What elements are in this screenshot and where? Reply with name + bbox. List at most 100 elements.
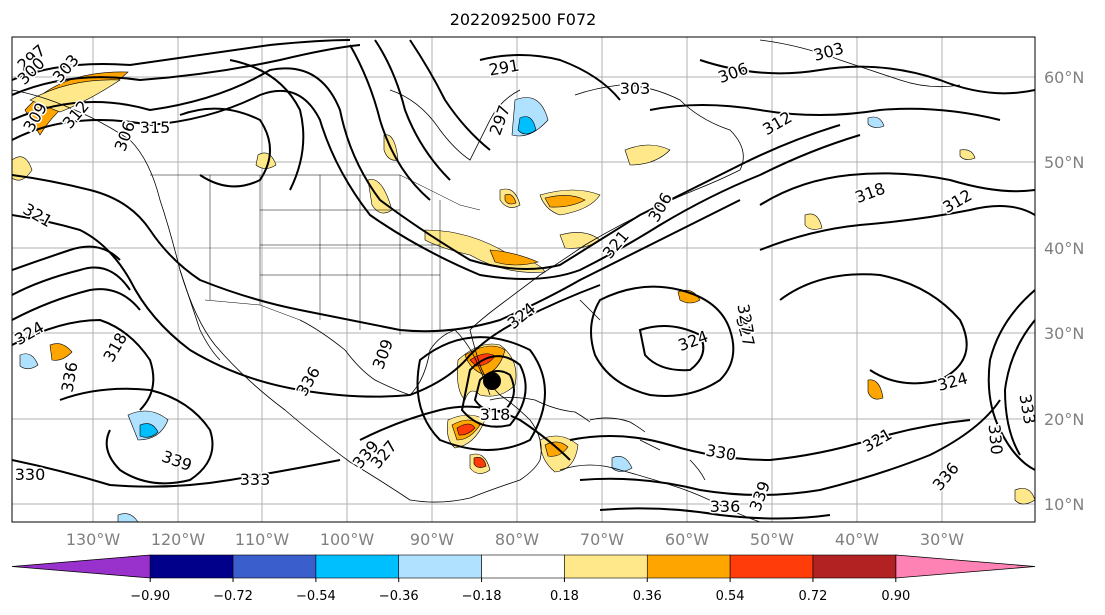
contour-label: 333 — [240, 470, 271, 489]
longitude-labels: 130°W 120°W 110°W 100°W 90°W 80°W 70°W 60°W 50°W… — [66, 530, 964, 549]
contour-line — [649, 104, 1001, 121]
coastline-gulf — [299, 319, 456, 396]
patch-yellow — [624, 144, 671, 166]
contour-line — [229, 59, 305, 191]
contour-line — [416, 336, 546, 451]
colorbar-segment — [398, 554, 482, 579]
patch-light-blue — [867, 116, 885, 128]
contour-label: 327 — [732, 314, 758, 348]
lat-label: 60°N — [1044, 68, 1084, 87]
lon-label: 120°W — [151, 530, 206, 549]
lon-label: 60°W — [665, 530, 709, 549]
colorbar-segment — [149, 554, 234, 579]
patch-red — [456, 423, 476, 436]
patch-orange — [489, 249, 539, 266]
coastline-baja — [179, 269, 221, 361]
contour-line — [12, 44, 361, 96]
colorbar-tick-label: 0.72 — [798, 589, 827, 604]
patch-orange — [677, 289, 701, 304]
state-borders — [150, 174, 481, 335]
contour-line — [12, 67, 841, 270]
colorbar-tick-label: −0.90 — [130, 589, 170, 604]
contour-line — [599, 507, 831, 520]
contour-label: 315 — [140, 118, 171, 137]
map-border — [11, 36, 1036, 523]
contour-line — [759, 172, 1035, 206]
patch-light-blue — [19, 353, 39, 370]
contour-line — [473, 370, 515, 413]
coastline-hudson — [389, 89, 521, 161]
colorbar-tick-label: −0.36 — [379, 589, 419, 604]
patch-orange — [544, 195, 586, 208]
contour-line — [349, 44, 431, 201]
contour-line — [460, 355, 527, 428]
patch-yellow — [29, 79, 121, 113]
graticule — [12, 37, 1035, 522]
colorbar-segment — [481, 554, 565, 579]
contour-line — [12, 214, 601, 398]
patch-yellow — [804, 213, 823, 230]
lon-label: 50°W — [750, 530, 794, 549]
border-us-canada — [150, 174, 481, 211]
lon-label: 90°W — [410, 530, 454, 549]
patch-orange — [504, 194, 517, 205]
colorbar: −0.90 −0.72 −0.54 −0.36 −0.18 0.18 0.36 0.54 0.7… — [11, 554, 1036, 604]
patch-blue — [139, 423, 159, 438]
lat-label: 40°N — [1044, 239, 1084, 258]
colorbar-segment — [812, 554, 897, 579]
coastline-hispaniola — [589, 417, 646, 433]
patch-orange — [867, 379, 884, 400]
contour-line — [12, 318, 155, 411]
lon-label: 100°W — [320, 530, 375, 549]
lon-label: 110°W — [235, 530, 290, 549]
colorbar-segment — [646, 554, 731, 579]
patch-light-blue — [117, 513, 139, 522]
coastline-south-america — [559, 464, 761, 522]
contour-label: 303 — [620, 79, 651, 98]
lon-label: 130°W — [66, 530, 121, 549]
contour-label: 336 — [710, 497, 741, 516]
contour-line — [409, 39, 491, 151]
patch-light-blue — [611, 456, 633, 472]
patch-yellow — [959, 149, 976, 160]
colorbar-segment — [315, 554, 400, 579]
contour-line — [699, 59, 1035, 95]
colorbar-segment — [232, 554, 317, 579]
contour-line — [179, 107, 271, 188]
coastline-islands — [579, 299, 706, 481]
lon-label: 70°W — [580, 530, 624, 549]
contour-lines — [12, 39, 1035, 520]
contour-line — [12, 459, 341, 488]
contour-line — [374, 39, 451, 181]
colorbar-segment — [729, 554, 814, 579]
patch-yellow — [255, 152, 277, 169]
colorbar-tick-label: 0.36 — [633, 589, 662, 604]
lat-label: 50°N — [1044, 153, 1084, 172]
contour-line — [1003, 319, 1035, 456]
patch-yellow — [12, 156, 33, 181]
contour-line — [569, 419, 971, 462]
colorbar-tick-label: 0.54 — [716, 589, 745, 604]
colorbar-under-arrow — [11, 554, 151, 579]
contour-line — [12, 90, 861, 280]
contour-line — [12, 245, 121, 271]
colorbar-over-arrow — [895, 554, 1036, 579]
colorbar-tick-label: 0.90 — [881, 589, 910, 604]
contour-label: 318 — [480, 405, 511, 424]
contour-label: 330 — [15, 465, 46, 484]
patch-red — [473, 457, 487, 468]
lat-label: 30°N — [1044, 324, 1084, 343]
contour-line — [479, 54, 621, 101]
contour-line — [59, 387, 214, 485]
storm-marker — [483, 372, 501, 390]
contour-label: 330 — [985, 423, 1007, 455]
lon-label: 80°W — [495, 530, 539, 549]
lat-label: 10°N — [1044, 495, 1084, 514]
contour-line — [12, 174, 741, 333]
colorbar-tick-label: −0.18 — [462, 589, 502, 604]
contour-line — [579, 399, 1001, 496]
coastline-cuba — [489, 397, 591, 423]
lat-label: 20°N — [1044, 410, 1084, 429]
